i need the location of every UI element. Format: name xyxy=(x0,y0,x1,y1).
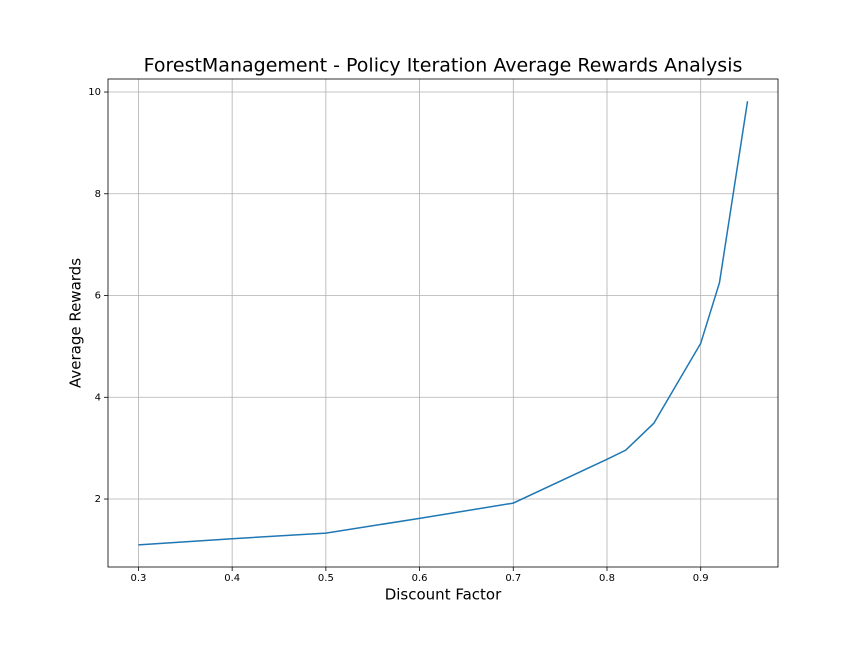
y-tick-label: 2 xyxy=(95,494,101,505)
x-tick-label: 0.4 xyxy=(224,573,240,584)
y-tick-label: 6 xyxy=(95,291,101,302)
line xyxy=(138,101,749,546)
x-tick-label: 0.5 xyxy=(318,573,334,584)
x-tick-label: 0.9 xyxy=(693,573,709,584)
x-tick-label: 0.7 xyxy=(505,573,521,584)
x-axis-label: Discount Factor xyxy=(385,586,502,604)
y-axis-label: Average Rewards xyxy=(67,258,85,388)
x-tick-label: 0.6 xyxy=(412,573,428,584)
y-tick-label: 10 xyxy=(88,87,101,98)
chart-title: ForestManagement - Policy Iteration Aver… xyxy=(144,55,743,77)
x-tick-label: 0.8 xyxy=(599,573,615,584)
plot-frame xyxy=(107,78,779,568)
x-tick-label: 0.3 xyxy=(131,573,147,584)
y-tick-label: 4 xyxy=(95,392,101,403)
y-tick-label: 8 xyxy=(95,189,101,200)
